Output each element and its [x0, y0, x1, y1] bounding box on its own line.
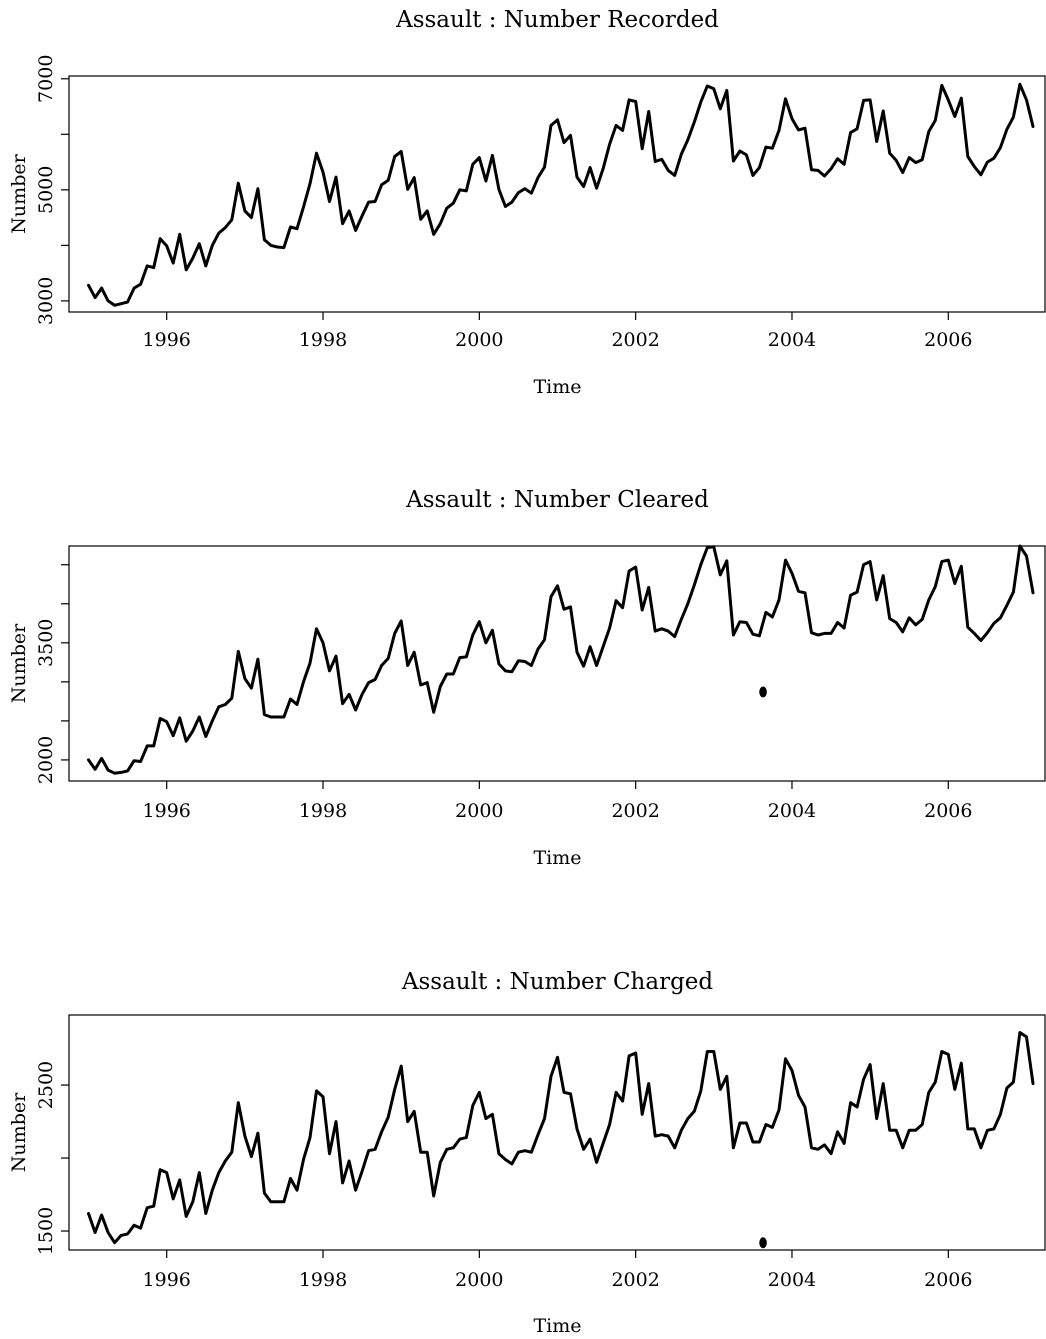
chart-2-xlabel: Time [533, 1315, 581, 1337]
chart-1-xtick-label-2002: 2002 [611, 800, 659, 822]
chart-0-ytick-label-7000: 7000 [35, 55, 57, 103]
chart-2-xtick-label-1998: 1998 [299, 1269, 347, 1291]
chart-2-outlier-point [759, 1237, 767, 1249]
chart-1-xlabel: Time [533, 847, 581, 869]
chart-0-xtick-label-2004: 2004 [768, 329, 816, 351]
chart-1-xtick-label-1996: 1996 [143, 800, 191, 822]
chart-2-xtick-label-2004: 2004 [768, 1269, 816, 1291]
chart-0-xtick-label-1998: 1998 [299, 329, 347, 351]
chart-0-ytick-label-5000: 5000 [35, 166, 57, 214]
chart-1-ytick-label-3500: 3500 [35, 619, 57, 667]
chart-1-xtick-label-2006: 2006 [924, 800, 972, 822]
chart-1-title: Assault : Number Cleared [405, 487, 709, 513]
chart-2-xtick-label-2002: 2002 [611, 1269, 659, 1291]
chart-1-frame [68, 545, 1046, 782]
chart-1-ytick-label-2000: 2000 [35, 736, 57, 784]
chart-1-xtick-label-2000: 2000 [455, 800, 503, 822]
chart-1-ylabel: Number [8, 623, 30, 703]
chart-0-xtick-label-1996: 1996 [143, 329, 191, 351]
chart-0-series-line [87, 82, 1035, 307]
chart-1-series-line [87, 544, 1035, 775]
chart-2-ylabel: Number [8, 1092, 30, 1172]
chart-0-xtick-label-2000: 2000 [455, 329, 503, 351]
panel-charged: Assault : Number Charged 1996 1998 2000 2002… [8, 969, 1046, 1337]
chart-1-xtick-label-2004: 2004 [768, 800, 816, 822]
chart-2-xtick-label-2000: 2000 [455, 1269, 503, 1291]
chart-2-title: Assault : Number Charged [401, 969, 714, 995]
chart-2-xtick-label-1996: 1996 [143, 1269, 191, 1291]
chart-0-xlabel: Time [533, 376, 581, 398]
chart-0-xtick-label-2006: 2006 [924, 329, 972, 351]
chart-2-ytick-label-1500: 1500 [35, 1207, 57, 1255]
chart-2-xtick-label-2006: 2006 [924, 1269, 972, 1291]
chart-0-title: Assault : Number Recorded [395, 7, 719, 33]
panel-recorded: Assault : Number Recorded 1996 1998 2000 200… [8, 7, 1046, 398]
chart-0-xtick-label-2002: 2002 [611, 329, 659, 351]
chart-2-frame [68, 1014, 1046, 1251]
chart-0-ytick-label-3000: 3000 [35, 277, 57, 325]
chart-2-series-line [87, 1031, 1035, 1245]
chart-0-frame [68, 75, 1046, 313]
chart-2-ytick-label-2500: 2500 [35, 1061, 57, 1109]
chart-0-ylabel: Number [8, 153, 30, 233]
chart-1-outlier-point [759, 686, 767, 698]
chart-1-xtick-label-1998: 1998 [299, 800, 347, 822]
panel-cleared: Assault : Number Cleared 1996 1998 2000 2002… [8, 487, 1046, 869]
